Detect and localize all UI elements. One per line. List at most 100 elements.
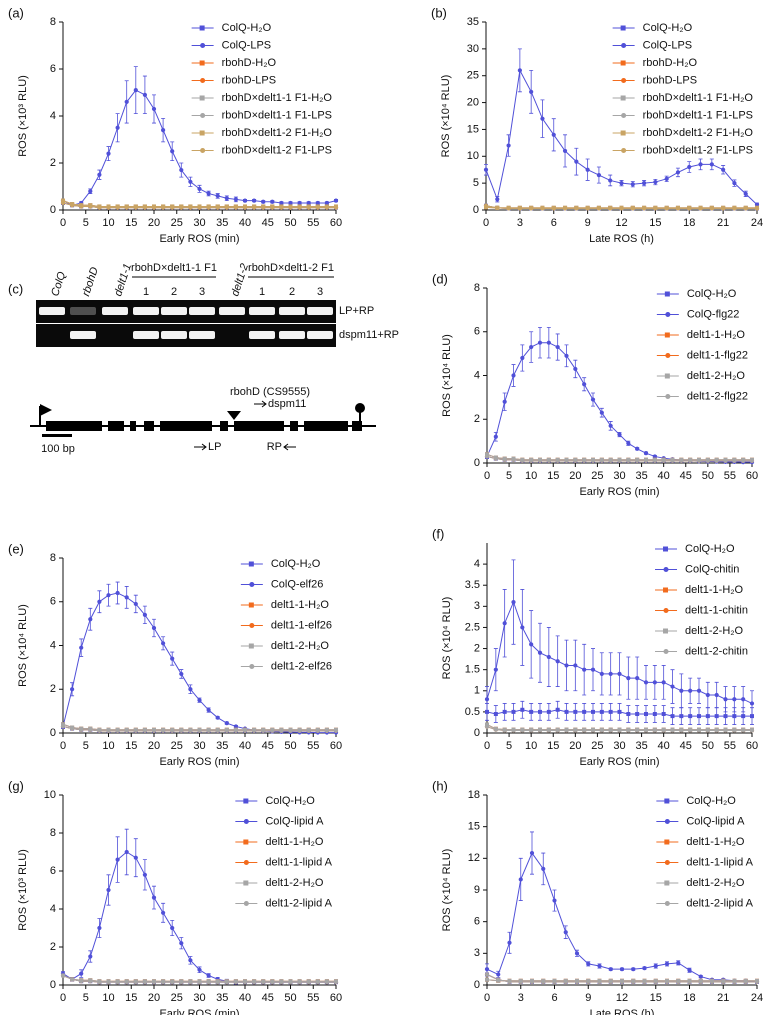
marker xyxy=(197,205,202,210)
marker xyxy=(242,205,248,210)
marker xyxy=(541,866,546,871)
legend-label: delt1-2-H₂O xyxy=(265,877,324,889)
panel-label: (g) xyxy=(8,778,24,793)
legend-swatch xyxy=(664,332,670,338)
y-tick-label: 0 xyxy=(474,457,480,469)
marker xyxy=(161,641,166,646)
marker xyxy=(653,179,658,185)
marker xyxy=(124,99,129,104)
marker xyxy=(642,979,647,984)
marker xyxy=(70,687,75,692)
marker xyxy=(485,452,489,457)
marker xyxy=(520,355,525,361)
marker xyxy=(233,197,238,202)
marker xyxy=(502,621,507,626)
legend-swatch xyxy=(620,95,626,101)
x-tick-label: 55 xyxy=(724,740,736,752)
marker xyxy=(161,980,166,985)
x-tick-label: 50 xyxy=(702,470,714,482)
legend-label: delt1-2-lipid A xyxy=(265,897,332,909)
marker xyxy=(270,980,275,985)
marker xyxy=(324,205,329,210)
y-tick-label: 0 xyxy=(474,727,480,739)
marker xyxy=(664,961,670,966)
legend-label: delt1-2-flg22 xyxy=(687,390,748,402)
x-tick-label: 9 xyxy=(585,217,591,229)
marker xyxy=(151,625,157,631)
y-tick-label: 8 xyxy=(474,282,480,294)
marker xyxy=(197,186,202,191)
x-tick-label: 0 xyxy=(60,740,66,752)
gel-band xyxy=(70,331,96,339)
marker xyxy=(188,205,193,210)
marker xyxy=(242,728,248,733)
x-tick-label: 35 xyxy=(216,992,228,1004)
marker xyxy=(698,979,703,984)
marker xyxy=(142,980,147,985)
legend-swatch xyxy=(199,60,205,66)
marker xyxy=(563,930,568,935)
legend-swatch xyxy=(200,148,206,153)
marker xyxy=(529,728,534,733)
x-tick-label: 35 xyxy=(216,217,228,229)
marker xyxy=(564,458,569,463)
marker xyxy=(537,458,543,463)
y-tick-label: 4 xyxy=(50,110,56,122)
legend-label: ColQ-elf26 xyxy=(271,578,324,590)
x-tick-label: 30 xyxy=(613,470,625,482)
marker xyxy=(608,671,613,676)
marker xyxy=(288,980,293,985)
marker xyxy=(586,961,591,966)
gel-band xyxy=(189,307,215,315)
marker xyxy=(233,724,238,729)
primer-label: LP+RP xyxy=(339,305,374,317)
marker xyxy=(224,196,229,201)
marker xyxy=(115,980,120,985)
marker xyxy=(541,979,546,984)
x-tick-label: 45 xyxy=(680,470,692,482)
marker xyxy=(754,206,760,211)
marker xyxy=(582,728,587,733)
gel-band xyxy=(133,331,159,339)
marker xyxy=(97,172,102,177)
primer-label: dspm11+RP xyxy=(339,329,399,341)
gel-band xyxy=(102,331,128,339)
scale-bar xyxy=(42,434,72,437)
y-tick-label: 20 xyxy=(467,96,479,108)
marker xyxy=(723,458,728,463)
marker xyxy=(188,179,193,184)
marker xyxy=(679,688,684,693)
primer-label: RP xyxy=(267,441,282,453)
marker xyxy=(161,728,166,733)
marker xyxy=(670,458,675,463)
marker xyxy=(179,671,184,677)
marker xyxy=(170,656,175,661)
marker xyxy=(270,728,275,733)
lane-label: 1 xyxy=(143,286,149,298)
x-tick-label: 35 xyxy=(216,740,228,752)
marker xyxy=(749,728,755,733)
y-tick-label: 6 xyxy=(50,865,56,877)
marker xyxy=(597,979,602,984)
marker xyxy=(60,724,66,729)
marker xyxy=(511,600,516,605)
marker xyxy=(552,979,557,984)
marker xyxy=(555,707,560,712)
x-tick-label: 20 xyxy=(148,992,160,1004)
x-tick-label: 40 xyxy=(658,470,670,482)
marker xyxy=(608,458,613,463)
marker xyxy=(206,205,211,210)
y-axis-label: ROS (×10⁴ RLU) xyxy=(441,849,453,932)
lane-label: 2 xyxy=(289,286,295,298)
marker xyxy=(270,205,275,210)
marker xyxy=(529,979,535,984)
marker xyxy=(124,849,129,855)
marker xyxy=(511,728,516,733)
x-axis-label: Early ROS (min) xyxy=(579,756,659,768)
marker xyxy=(670,684,675,689)
y-tick-label: 1 xyxy=(474,685,480,697)
marker xyxy=(664,979,670,984)
marker xyxy=(687,164,692,170)
y-tick-label: 18 xyxy=(468,789,480,801)
marker xyxy=(179,167,184,173)
